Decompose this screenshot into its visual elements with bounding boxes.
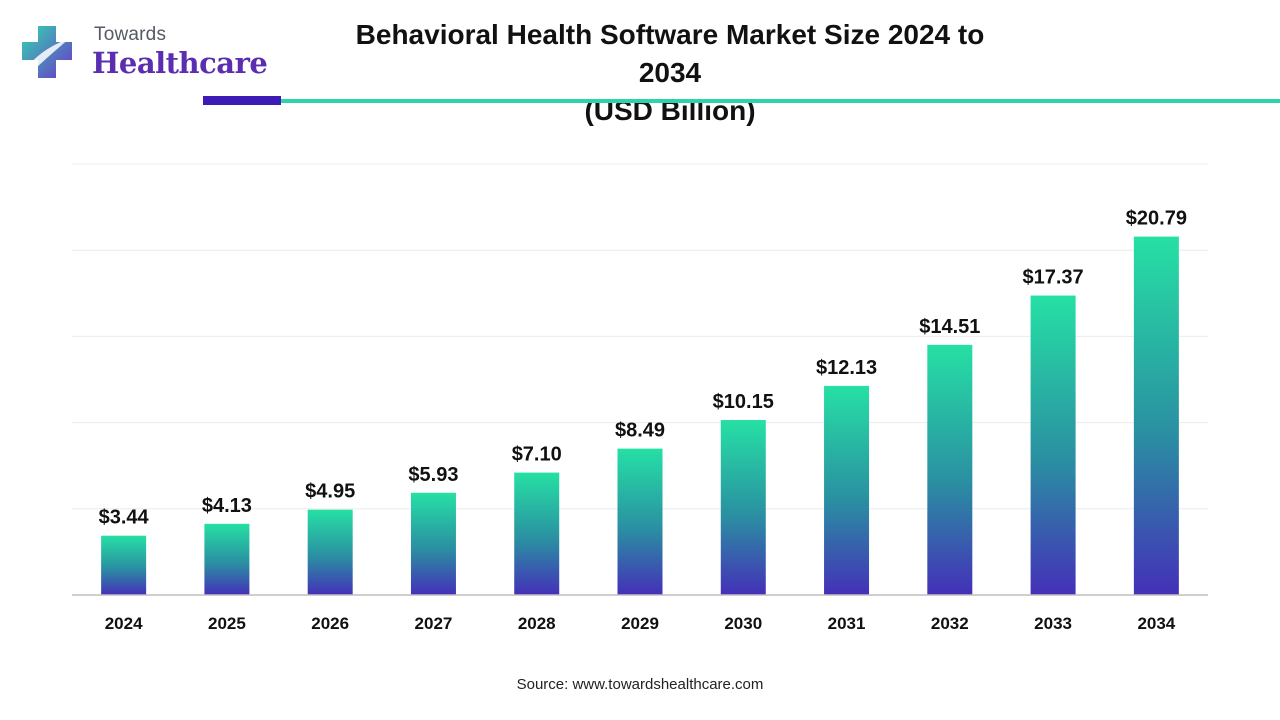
bar-2032 [927, 344, 973, 595]
x-tick-label: 2024 [105, 614, 143, 633]
bar-2025 [204, 523, 250, 595]
x-tick-label: 2026 [311, 614, 349, 633]
bar-2033 [1030, 295, 1076, 595]
title-rule-accent [203, 96, 281, 105]
value-label: $4.13 [202, 495, 252, 517]
logo-text-healthcare: Healthcare [92, 46, 268, 80]
bar-2031 [824, 385, 870, 595]
value-label: $4.95 [305, 481, 355, 503]
cross-logo-icon [22, 26, 72, 78]
x-tick-label: 2025 [208, 614, 246, 633]
title-rule [281, 99, 1280, 103]
value-label: $10.15 [713, 391, 774, 413]
x-tick-label: 2028 [518, 614, 556, 633]
chart-title-line1: Behavioral Health Software Market Size 2… [355, 19, 985, 88]
bar-2026 [307, 509, 353, 595]
x-axis-tick-labels: 2024 2025 2026 2027 2028 2029 2030 2031 2032 2033… [105, 614, 1176, 633]
bar-2027 [410, 492, 456, 595]
x-tick-label: 2034 [1137, 614, 1175, 633]
bar-2030 [720, 420, 766, 595]
x-tick-label: 2031 [828, 614, 866, 633]
chart-title: Behavioral Health Software Market Size 2… [330, 16, 1010, 130]
x-tick-label: 2030 [724, 614, 762, 633]
bar-2029 [617, 448, 663, 595]
value-label: $7.10 [512, 444, 562, 466]
value-label: $8.49 [615, 420, 665, 442]
value-label: $14.51 [919, 316, 980, 338]
x-tick-label: 2032 [931, 614, 969, 633]
bar-2028 [514, 472, 560, 595]
x-tick-label: 2027 [415, 614, 453, 633]
bar-2024 [101, 535, 147, 595]
value-label: $5.93 [408, 464, 458, 486]
x-tick-label: 2029 [621, 614, 659, 633]
x-tick-label: 2033 [1034, 614, 1072, 633]
value-label: $12.13 [816, 357, 877, 379]
value-labels: $3.44 $4.13 $4.95 $5.93 $7.10 $8.49 $10.15 $12.… [99, 208, 1187, 529]
bar-2034 [1133, 236, 1179, 596]
value-label: $3.44 [99, 507, 150, 529]
value-label: $20.79 [1126, 208, 1187, 230]
bar-series [101, 236, 1179, 596]
value-label: $17.37 [1023, 267, 1084, 289]
logo-text-towards: Towards [94, 24, 167, 45]
source-note: Source: www.towardshealthcare.com [516, 676, 764, 693]
brand-logo: Towards Healthcare [20, 22, 268, 82]
